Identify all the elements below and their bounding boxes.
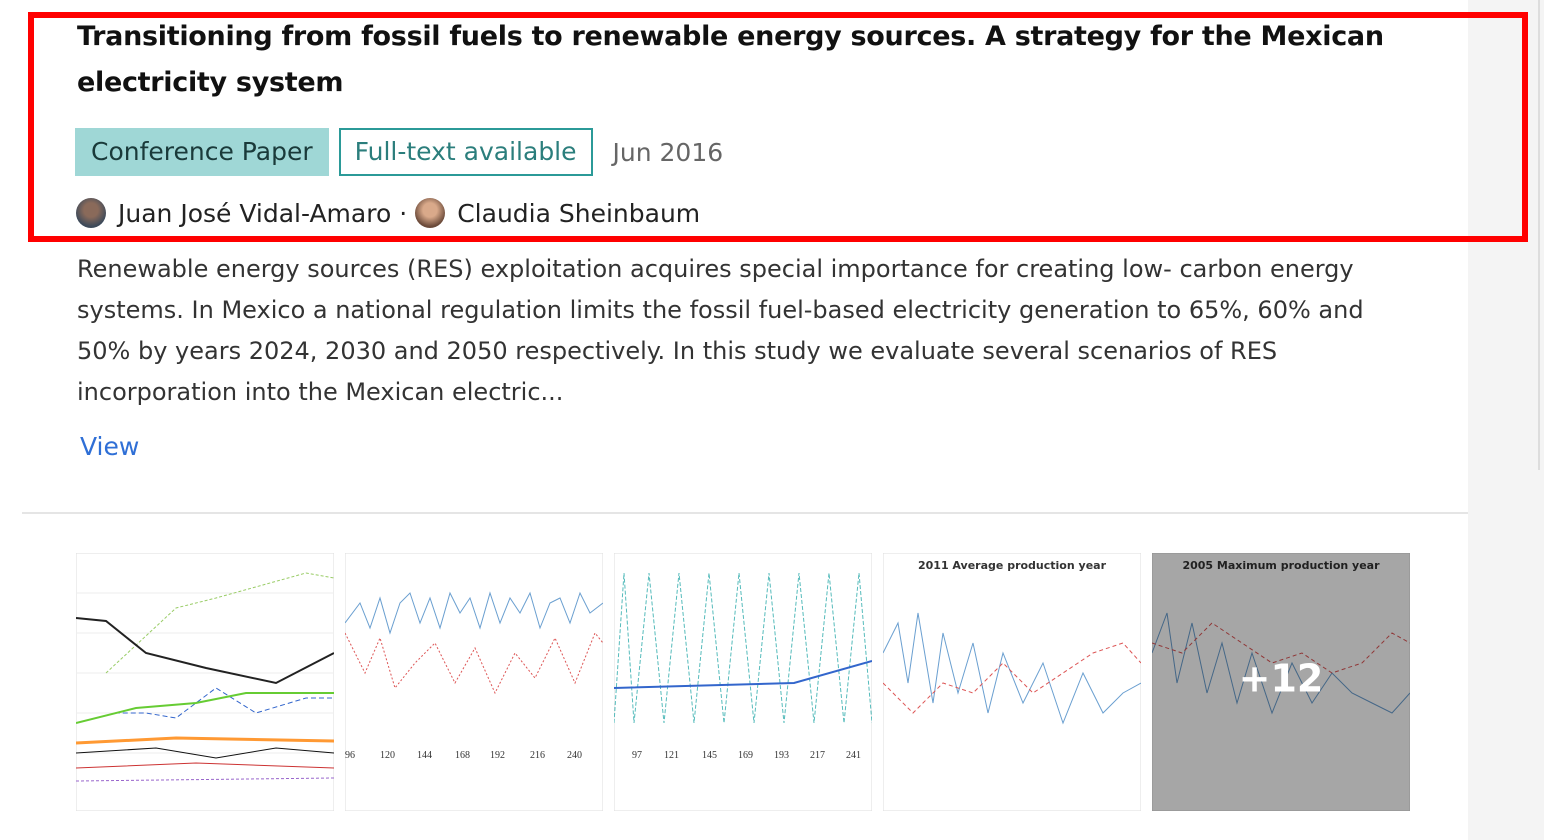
divider — [22, 512, 1468, 514]
availability-tag: Full-text available — [338, 128, 593, 176]
avatar — [415, 198, 446, 228]
svg-text:192: 192 — [490, 750, 505, 761]
svg-text:97: 97 — [632, 750, 642, 761]
separator: · — [399, 198, 408, 228]
svg-text:120: 120 — [380, 750, 395, 761]
figure-thumbnail[interactable]: 97 121 145 169 193 217 241 — [614, 553, 872, 811]
svg-text:169: 169 — [738, 750, 753, 761]
svg-text:144: 144 — [417, 750, 432, 761]
author-list: Juan José Vidal-Amaro · Claudia Sheinbau… — [76, 196, 700, 230]
figure-thumbnail[interactable] — [76, 553, 334, 811]
svg-text:216: 216 — [530, 750, 545, 761]
tag-row: Conference Paper Full-text available Jun… — [75, 128, 723, 176]
more-figures-count: +12 — [1239, 657, 1324, 701]
svg-text:217: 217 — [810, 750, 825, 761]
svg-text:145: 145 — [702, 750, 717, 761]
author[interactable]: Juan José Vidal-Amaro — [118, 198, 392, 228]
figure-thumbnail[interactable]: 96 120 144 168 192 216 240 — [345, 553, 603, 811]
side-panel — [1468, 0, 1544, 840]
type-tag: Conference Paper — [75, 128, 329, 176]
author[interactable]: Claudia Sheinbaum — [457, 198, 701, 228]
figure-thumbnail[interactable]: 2005 Maximum production year +12 — [1152, 553, 1410, 811]
figure-title: 2005 Maximum production year — [1182, 559, 1380, 572]
svg-text:240: 240 — [567, 750, 582, 761]
svg-text:168: 168 — [455, 750, 470, 761]
svg-text:96: 96 — [345, 750, 355, 761]
abstract: Renewable energy sources (RES) exploitat… — [77, 255, 1364, 406]
highlight-box — [28, 12, 1528, 242]
view-link[interactable]: View — [80, 432, 140, 461]
date: Jun 2016 — [612, 137, 724, 167]
avatar — [76, 198, 106, 228]
publication-title[interactable]: Transitioning from fossil fuels to renew… — [77, 21, 1384, 98]
svg-text:121: 121 — [664, 750, 679, 761]
svg-text:193: 193 — [774, 750, 789, 761]
svg-text:241: 241 — [846, 750, 861, 761]
figure-thumbnail[interactable]: 2011 Average production year — [883, 553, 1141, 811]
figure-title: 2011 Average production year — [918, 559, 1107, 572]
